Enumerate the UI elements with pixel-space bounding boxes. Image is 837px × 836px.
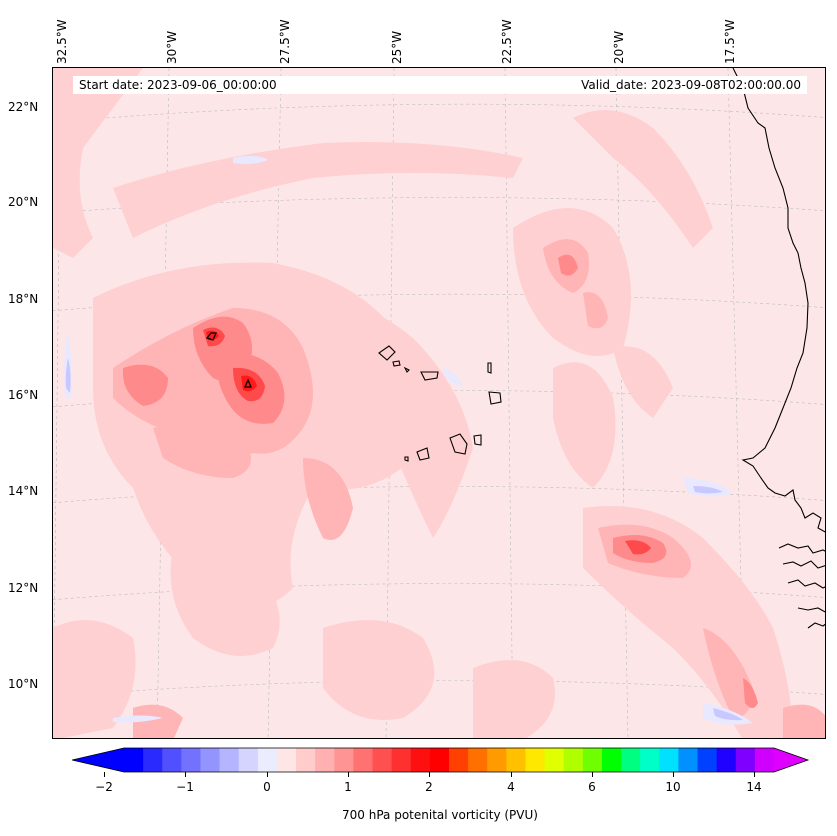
lon-label: 30°W <box>165 30 179 64</box>
colorbar-swatch <box>391 748 412 772</box>
lat-label: 20°N <box>8 195 39 209</box>
colorbar-extend-min <box>72 748 124 772</box>
lat-line-22 <box>53 103 825 123</box>
lon-label: 27.5°W <box>278 19 292 64</box>
colorbar-swatch <box>143 748 163 772</box>
colorbar-swatch <box>334 748 354 772</box>
island-sao-vicente <box>392 360 401 367</box>
map-panel <box>52 67 826 739</box>
lat-label: 10°N <box>8 677 39 691</box>
colorbar-tick-label: 6 <box>588 780 596 794</box>
valid-date-label: Valid_date: 2023-09-08T02:00:00.00 <box>581 78 801 92</box>
colorbar-tick-mark <box>267 772 268 777</box>
lat-label: 18°N <box>8 292 39 306</box>
lon-line-20 <box>615 68 629 738</box>
colorbar-tick-label: −2 <box>95 780 113 794</box>
colorbar-tick-label: 0 <box>263 780 271 794</box>
start-date-label: Start date: 2023-09-06_00:00:00 <box>79 78 277 92</box>
island-brava <box>404 456 409 462</box>
colorbar-tick-mark <box>592 772 593 777</box>
colorbar-tick-mark <box>104 772 105 777</box>
colorbar-swatch <box>124 748 144 772</box>
colorbar-swatch <box>429 748 450 772</box>
island-santo-antao <box>378 345 396 361</box>
colorbar-swatch <box>506 748 526 772</box>
colorbar-tick-label: 2 <box>425 780 433 794</box>
africa-coastline <box>732 68 825 629</box>
colorbar-swatch <box>257 748 278 772</box>
island-maio <box>473 434 482 446</box>
lat-line-14 <box>53 486 825 504</box>
colorbar-swatch <box>468 748 488 772</box>
lon-line-22-5 <box>504 68 514 738</box>
colorbar-tick-mark <box>429 772 430 777</box>
lat-line-18 <box>53 293 825 312</box>
island-sao-nicolau <box>420 371 439 381</box>
lat-line-20 <box>53 197 825 214</box>
island-santiago <box>449 433 468 455</box>
colorbar-swatch <box>697 748 718 772</box>
colorbar-tick-label: 1 <box>344 780 352 794</box>
lon-label: 17.5°W <box>723 19 737 64</box>
colorbar-tick-mark <box>673 772 674 777</box>
colorbar-tick-mark <box>511 772 512 777</box>
colorbar-tick-mark <box>185 772 186 777</box>
colorbar-tick-label: 14 <box>746 780 762 794</box>
lon-label: 25°W <box>390 30 404 64</box>
colorbar-swatch <box>162 748 182 772</box>
colorbar-swatch <box>582 748 603 772</box>
colorbar-outline <box>72 747 810 773</box>
colorbar-swatch <box>659 748 679 772</box>
colorbar-swatch <box>353 748 374 772</box>
colorbar-tick-mark <box>348 772 349 777</box>
colorbar-swatch <box>754 748 775 772</box>
lat-line-12 <box>53 583 825 601</box>
island-fogo <box>416 447 430 461</box>
lon-label: 22.5°W <box>500 19 514 64</box>
colorbar-swatch <box>372 748 393 772</box>
pv-medium-regions <box>113 239 825 738</box>
colorbar-swatch <box>276 748 297 772</box>
colorbar-swatch <box>735 748 756 772</box>
island-santa-luzia <box>403 366 410 373</box>
colorbar-swatch <box>621 748 641 772</box>
colorbar-swatch <box>601 748 622 772</box>
colorbar-tick-label: 10 <box>665 780 681 794</box>
lat-label: 14°N <box>8 484 39 498</box>
colorbar-tick-mark <box>754 772 755 777</box>
colorbar-swatch <box>563 748 584 772</box>
colorbar-swatch <box>410 748 431 772</box>
lon-label: 32.5°W <box>55 19 69 64</box>
colorbar-tick-label: −1 <box>176 780 194 794</box>
colorbar-swatch <box>678 748 699 772</box>
colorbar-swatch <box>640 748 660 772</box>
colorbar <box>72 747 810 773</box>
colorbar-swatch <box>315 748 335 772</box>
lat-line-16 <box>53 390 825 408</box>
colorbar-swatch <box>238 748 259 772</box>
cape-verde-islands <box>378 345 502 462</box>
colorbar-swatch <box>200 748 221 772</box>
island-boa-vista <box>488 391 502 405</box>
pv-negative-strong <box>65 358 743 721</box>
colorbar-swatch <box>487 748 507 772</box>
island-sal <box>487 362 492 374</box>
colorbar-swatch <box>525 748 546 772</box>
colorbar-extend-max <box>774 748 808 772</box>
colorbar-swatch <box>181 748 201 772</box>
date-banner: Start date: 2023-09-06_00:00:00 Valid_da… <box>73 76 807 94</box>
colorbar-swatch <box>449 748 469 772</box>
pv-field <box>53 68 825 738</box>
colorbar-tick-label: 4 <box>507 780 515 794</box>
colorbar-swatch <box>544 748 565 772</box>
colorbar-swatch <box>296 748 316 772</box>
lat-label: 12°N <box>8 581 39 595</box>
lat-label: 22°N <box>8 100 39 114</box>
colorbar-swatch <box>716 748 737 772</box>
colorbar-label: 700 hPa potenital vorticity (PVU) <box>342 808 538 822</box>
lat-label: 16°N <box>8 388 39 402</box>
lon-label: 20°W <box>612 30 626 64</box>
colorbar-swatch <box>219 748 240 772</box>
pv-contours <box>205 332 252 388</box>
